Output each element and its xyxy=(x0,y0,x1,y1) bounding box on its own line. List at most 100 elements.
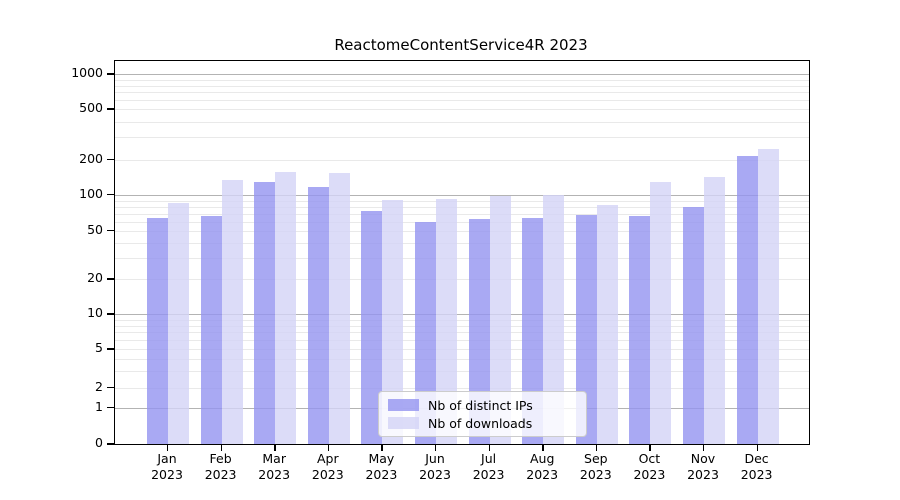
gridline-minor xyxy=(115,206,809,208)
x-tick-label-nov: Nov 2023 xyxy=(687,451,719,482)
x-tick-mark xyxy=(274,444,276,451)
y-tick-mark xyxy=(107,443,114,445)
x-tick-mark xyxy=(756,444,758,451)
x-tick-mark xyxy=(542,444,544,451)
x-tick-label-jun: Jun 2023 xyxy=(419,451,451,482)
gridline-minor xyxy=(115,325,809,327)
y-tick-mark xyxy=(107,108,114,110)
y-tick-mark xyxy=(107,407,114,409)
y-tick-label-100: 100 xyxy=(79,186,103,201)
bar-downloads-apr xyxy=(328,172,350,444)
bar-downloads-nov xyxy=(704,177,725,444)
bar-distinct-ips-oct xyxy=(629,215,651,444)
bar-downloads-mar xyxy=(275,171,297,444)
gridline-minor xyxy=(115,370,809,372)
y-tick-label-0: 0 xyxy=(95,435,103,451)
bar-downloads-jan xyxy=(168,202,189,444)
bar-distinct-ips-apr xyxy=(307,186,329,444)
gridline-major xyxy=(115,314,809,316)
x-tick-mark xyxy=(703,444,705,451)
x-tick-mark xyxy=(327,444,330,451)
plot-area xyxy=(114,60,810,445)
y-tick-label-5: 5 xyxy=(95,340,103,356)
legend-label-distinct-ips: Nb of distinct IPs xyxy=(428,397,533,413)
y-tick-label-1: 1 xyxy=(95,399,103,414)
gridline-minor xyxy=(115,319,809,321)
gridline-minor xyxy=(115,257,809,259)
y-tick-label-1000: 1000 xyxy=(71,65,103,81)
legend-label-downloads: Nb of downloads xyxy=(428,415,533,431)
chart-title: ReactomeContentService4R 2023 xyxy=(334,36,588,54)
x-tick-mark xyxy=(381,444,383,451)
y-tick-label-20: 20 xyxy=(87,270,103,286)
bar-distinct-ips-may xyxy=(361,210,383,444)
bar-downloads-jun xyxy=(436,198,457,444)
x-tick-mark xyxy=(595,444,598,451)
gridline-minor xyxy=(115,121,809,123)
legend-swatch-downloads xyxy=(388,417,419,429)
bar-distinct-ips-jul xyxy=(468,219,490,444)
y-tick-mark xyxy=(107,387,114,389)
gridline-minor xyxy=(115,358,809,360)
bar-distinct-ips-jun xyxy=(415,221,436,444)
gridline-major xyxy=(115,74,809,76)
y-tick-label-10: 10 xyxy=(87,305,103,321)
gridline-minor xyxy=(115,340,809,342)
bar-downloads-dec xyxy=(757,148,779,444)
gridline-minor xyxy=(115,200,809,202)
gridline-minor xyxy=(115,388,809,389)
legend: Nb of distinct IPs Nb of downloads xyxy=(378,391,587,437)
x-tick-label-sep: Sep 2023 xyxy=(579,451,612,482)
x-tick-label-feb: Feb 2023 xyxy=(204,451,237,482)
y-tick-label-2: 2 xyxy=(95,379,103,394)
y-tick-mark xyxy=(107,348,114,350)
gridline-minor xyxy=(115,231,809,232)
legend-swatch-distinct-ips xyxy=(388,399,419,411)
y-tick-mark xyxy=(107,230,114,232)
legend-item-downloads: Nb of downloads xyxy=(388,415,576,431)
gridline-minor xyxy=(115,159,809,161)
gridline-minor xyxy=(115,79,809,81)
gridline-minor xyxy=(115,92,809,94)
bar-downloads-oct xyxy=(650,182,672,444)
x-tick-label-dec: Dec 2023 xyxy=(740,451,773,482)
bar-downloads-jul xyxy=(489,196,511,444)
x-tick-label-jan: Jan 2023 xyxy=(151,451,183,482)
bar-distinct-ips-nov xyxy=(683,206,704,444)
bar-downloads-aug xyxy=(543,195,565,444)
gridline-major xyxy=(115,195,809,196)
gridline-minor xyxy=(115,100,809,102)
gridline-minor xyxy=(115,349,809,351)
gridline-minor xyxy=(115,213,809,215)
x-tick-label-aug: Aug 2023 xyxy=(526,451,559,482)
bar-distinct-ips-aug xyxy=(522,218,544,444)
x-tick-label-oct: Oct 2023 xyxy=(633,451,666,482)
y-tick-mark xyxy=(107,194,114,196)
gridline-minor xyxy=(115,109,809,111)
y-tick-mark xyxy=(107,158,114,160)
x-tick-mark xyxy=(167,444,169,451)
x-tick-mark xyxy=(435,444,437,451)
x-tick-label-jul: Jul 2023 xyxy=(472,451,505,482)
x-tick-label-mar: Mar 2023 xyxy=(258,451,291,482)
y-tick-label-500: 500 xyxy=(79,100,103,116)
bar-downloads-may xyxy=(382,199,404,444)
gridline-minor xyxy=(115,332,809,334)
gridline-minor xyxy=(115,85,809,87)
y-tick-mark xyxy=(107,278,114,280)
gridline-minor xyxy=(115,279,809,281)
bar-downloads-sep xyxy=(596,204,618,444)
gridline-minor xyxy=(115,221,809,223)
bar-distinct-ips-dec xyxy=(736,155,758,444)
legend-item-distinct-ips: Nb of distinct IPs xyxy=(388,397,576,413)
bar-distinct-ips-jan xyxy=(147,218,168,444)
bar-distinct-ips-mar xyxy=(254,182,276,444)
x-tick-mark xyxy=(220,444,222,451)
x-tick-label-may: May 2023 xyxy=(365,451,398,482)
gridline-minor xyxy=(115,137,809,139)
gridline-minor xyxy=(115,242,809,244)
bar-distinct-ips-feb xyxy=(200,215,222,444)
x-tick-label-apr: Apr 2023 xyxy=(311,451,344,482)
y-tick-mark xyxy=(107,73,114,75)
